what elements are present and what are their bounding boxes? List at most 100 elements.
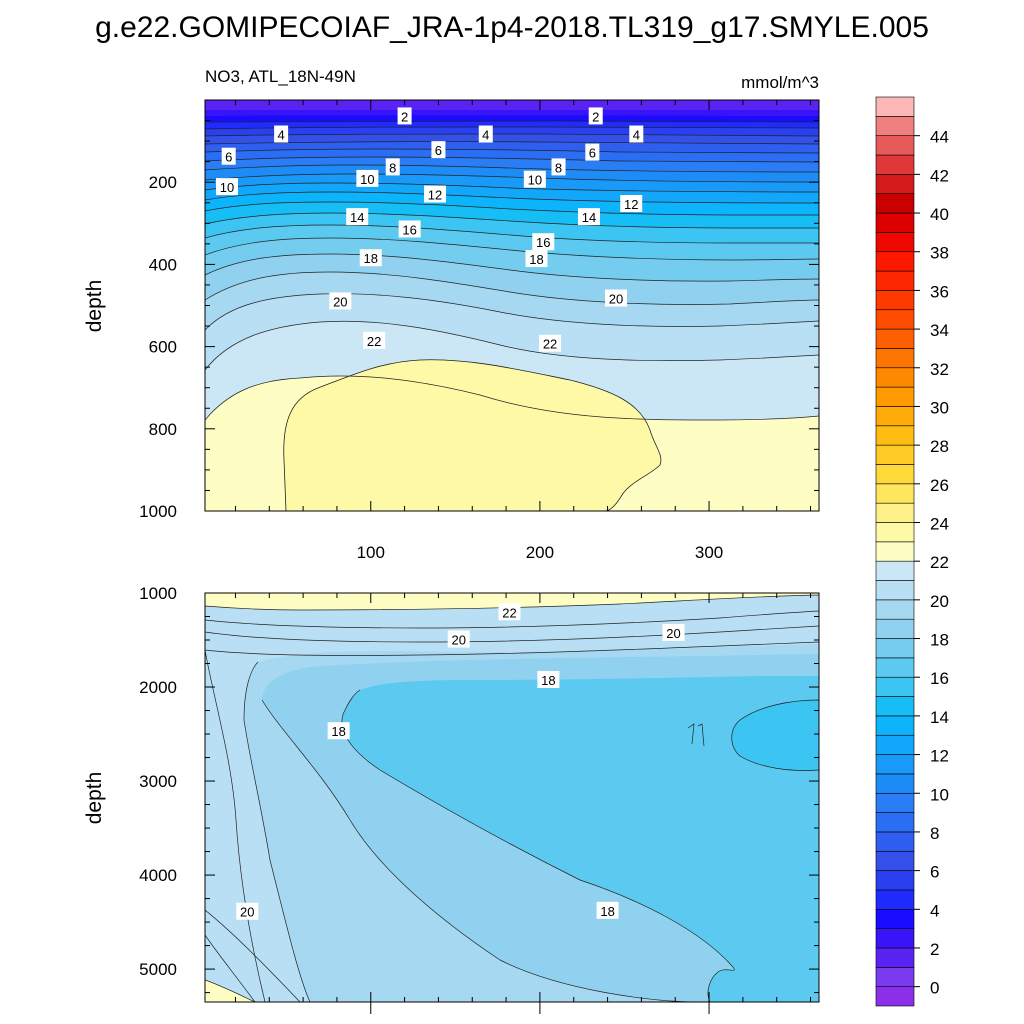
colorbar-box [875,754,915,775]
colorbar-tick-label: 26 [930,476,949,495]
upper-band-0-1 [205,100,819,110]
colorbar-box [875,773,915,794]
colorbar-tick-label: 16 [930,669,949,688]
upper-contour-label: 14 [577,208,600,226]
colorbar-box [875,193,915,214]
lower-contour-label: 18 [537,670,560,688]
svg-text:20: 20 [609,292,623,307]
upper-xtick-label: 200 [526,543,554,562]
upper-contour-label: 6 [221,147,236,165]
colorbar-tick-label: 36 [930,282,949,301]
svg-text:16: 16 [536,235,550,250]
upper-contour-label: 16 [398,220,421,238]
colorbar-tick-label: 32 [930,360,949,379]
svg-text:10: 10 [528,173,542,188]
colorbar-box [875,154,915,175]
upper-contour-label: 20 [329,292,352,310]
upper-contour-lines [205,120,819,421]
lower-ytick-label: 3000 [139,772,177,791]
upper-field [205,100,819,511]
svg-text:4: 4 [482,128,489,143]
svg-text:12: 12 [624,197,638,212]
colorbar-box [875,212,915,233]
colorbar-tick-label: 38 [930,244,949,263]
colorbar-tick-label: 34 [930,321,949,340]
colorbar-box [875,580,915,601]
svg-text:14: 14 [350,210,364,225]
upper-ytick-label: 600 [149,338,177,357]
colorbar-box [875,502,915,523]
lower-contour-label: 22 [498,603,521,621]
svg-text:16: 16 [402,222,416,237]
colorbar-box [875,870,915,891]
colorbar-box [875,522,915,543]
svg-text:2: 2 [401,109,408,124]
upper-contour-label: 4 [274,125,289,143]
upper-contour-label: 10 [356,169,379,187]
lower-ytick-label: 1000 [139,584,177,603]
svg-text:22: 22 [367,334,381,349]
colorbar-box [875,367,915,388]
upper-contour-label: 18 [525,250,548,268]
colorbar-box [875,638,915,659]
colorbar-labels: 0246810121416182022242628303234363840424… [914,128,949,998]
lower-ytick-label: 5000 [139,960,177,979]
upper-contour-label: 22 [539,334,562,352]
svg-text:8: 8 [555,160,562,175]
colorbar-box [875,676,915,697]
svg-text:22: 22 [502,605,516,620]
upper-left-title: NO3, ATL_18N-49N [205,67,356,86]
upper-contour-label: 22 [363,331,386,349]
colorbar-tick-label: 6 [930,863,939,882]
upper-xtick-label: 300 [695,543,723,562]
colorbar-tick-label: 22 [930,553,949,572]
colorbar-box [875,908,915,929]
colorbar-box [875,290,915,311]
colorbar-box [875,618,915,639]
upper-ylabel: depth [83,280,106,333]
lower-contour-label: 20 [662,623,685,641]
upper-contour-label: 4 [478,125,493,143]
svg-text:18: 18 [541,673,555,688]
colorbar-box [875,96,915,117]
colorbar-box [875,967,915,987]
colorbar-tick-label: 42 [930,166,949,185]
lower-contour-label: 18 [596,901,619,919]
upper-ytick-label: 200 [149,173,177,192]
lower-contour-label: 20 [447,630,470,648]
colorbar-box [875,850,915,871]
upper-contour-label: 12 [620,194,643,212]
svg-text:14: 14 [582,210,596,225]
colorbar-tick-label: 20 [930,592,949,611]
colorbar-box [875,541,915,562]
colorbar-box [875,792,915,813]
colorbar-box [875,135,915,156]
colorbar-box [875,696,915,717]
colorbar-tick-label: 8 [930,824,939,843]
upper-right-title: mmol/m^3 [741,73,819,92]
colorbar-box [875,483,915,504]
colorbar-tick-label: 4 [930,901,939,920]
colorbar-box [875,116,915,136]
upper-contour-label: 6 [585,143,600,161]
colorbar-box [875,386,915,407]
svg-text:6: 6 [225,150,232,165]
svg-text:20: 20 [240,905,254,920]
upper-contour-label: 4 [629,125,644,143]
colorbar-tick-label: 40 [930,205,949,224]
svg-text:18: 18 [364,251,378,266]
colorbar: 0246810121416182022242628303234363840424… [875,96,949,1007]
svg-text:18: 18 [600,904,614,919]
lower-field [205,593,819,1002]
lower-ytick-label: 2000 [139,678,177,697]
upper-contour-label: 8 [385,158,400,176]
colorbar-box [875,270,915,291]
lower-contour-label: 18 [327,722,350,740]
colorbar-box [875,734,915,755]
colorbar-box [875,947,915,968]
colorbar-box [875,251,915,272]
lower-band-17-18-region [341,676,819,1002]
figure-title: g.e22.GOMIPECOIAF_JRA-1p4-2018.TL319_g17… [95,11,929,44]
